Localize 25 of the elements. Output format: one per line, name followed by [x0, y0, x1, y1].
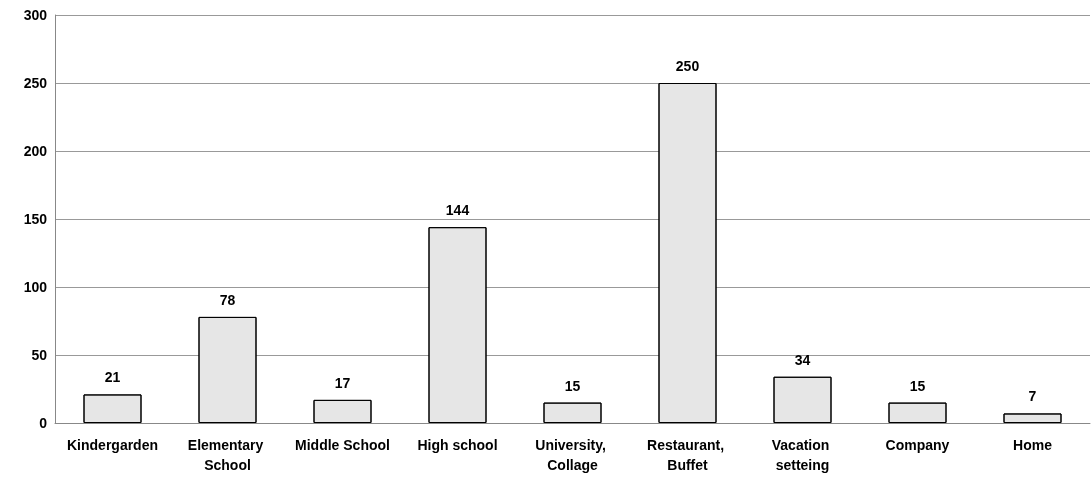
x-tick-label: Home — [1013, 437, 1053, 453]
data-label: 21 — [104, 369, 121, 386]
data-label: 17 — [334, 374, 351, 391]
x-tick-label: Restaurant, Buffet — [647, 437, 728, 473]
data-label: 15 — [909, 377, 926, 394]
y-tick-label: 100 — [23, 279, 48, 295]
y-tick-label: 300 — [23, 7, 48, 23]
y-tick-label: 0 — [39, 415, 48, 431]
data-label: 15 — [564, 377, 581, 394]
x-tick-label: Vacation setteing — [771, 437, 834, 473]
x-tick-label: Company — [885, 437, 950, 453]
data-label: 250 — [675, 58, 700, 74]
x-tick-label: Middle School — [295, 437, 390, 453]
data-label: 34 — [794, 351, 811, 368]
data-label: 78 — [219, 291, 236, 308]
y-tick-label: 50 — [31, 347, 48, 363]
x-tick-label: High school — [417, 437, 498, 453]
data-label: 7 — [1028, 388, 1037, 405]
data-label: 144 — [445, 202, 470, 219]
y-tick-label: 200 — [23, 143, 48, 159]
y-tick-label: 250 — [23, 75, 48, 91]
x-tick-label: Kindergarden — [66, 437, 159, 453]
y-tick-label: 150 — [23, 211, 48, 227]
x-tick-label: University, Collage — [535, 437, 610, 473]
x-tick-label: Elementary School — [187, 437, 268, 473]
